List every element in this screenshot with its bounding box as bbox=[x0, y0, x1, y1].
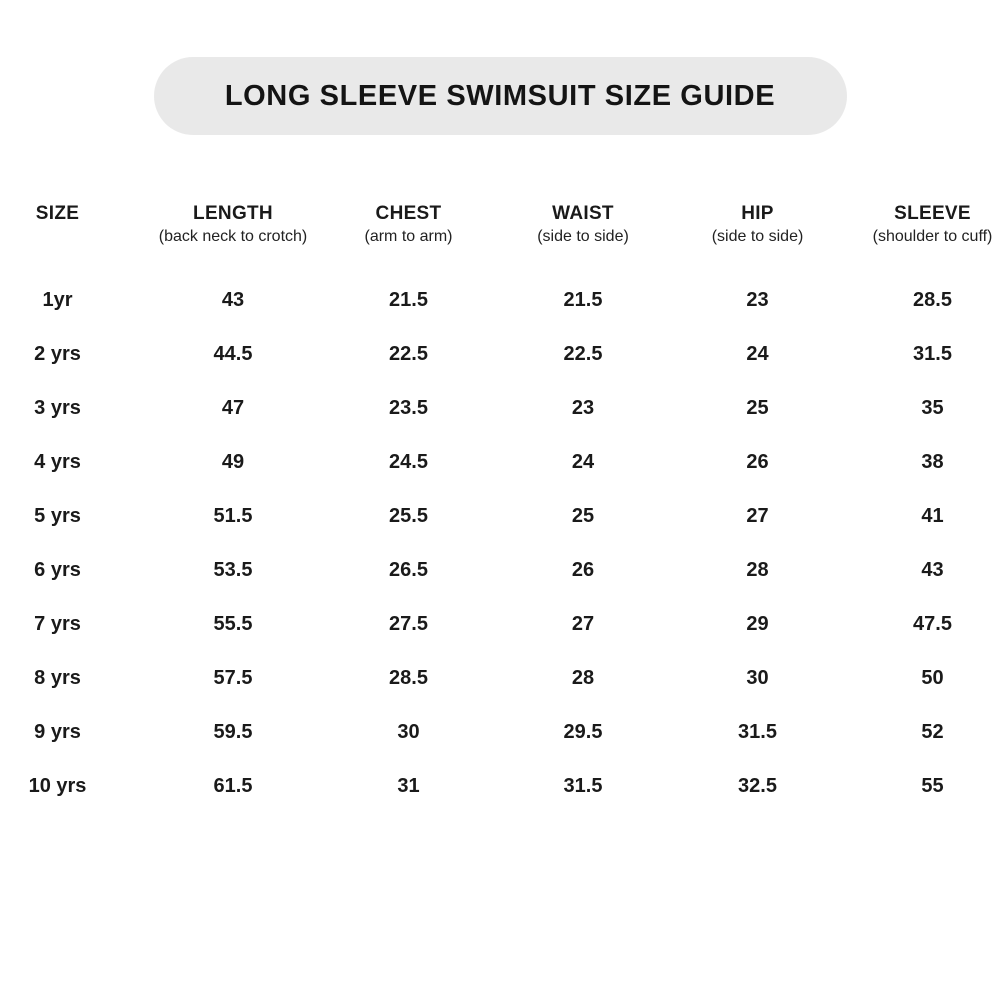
value-cell: 43 bbox=[921, 558, 944, 581]
column-sublabel: (back neck to crotch) bbox=[158, 227, 308, 245]
value-cell: 29.5 bbox=[563, 720, 603, 743]
value-cell: 29 bbox=[746, 612, 769, 635]
value-cell: 30 bbox=[746, 666, 769, 689]
value-cell: 27 bbox=[571, 612, 595, 635]
value-cell: 51.5 bbox=[213, 504, 253, 527]
table-header-row: SIZE LENGTH (back neck to crotch) CHEST (arm… bbox=[0, 203, 1000, 273]
column-label: HIP bbox=[741, 203, 774, 224]
size-cell: 7 yrs bbox=[34, 612, 81, 635]
size-cell: 10 yrs bbox=[28, 774, 87, 797]
value-cell: 28 bbox=[746, 558, 769, 581]
size-cell: 8 yrs bbox=[34, 666, 81, 689]
table-row: 2 yrs 44.5 22.5 22.5 24 31.5 bbox=[0, 327, 1000, 381]
size-cell: 9 yrs bbox=[34, 720, 81, 743]
column-sublabel: (side to side) bbox=[537, 227, 629, 245]
table-row: 4 yrs 49 24.5 24 26 38 bbox=[0, 435, 1000, 489]
column-label: WAIST bbox=[552, 203, 614, 224]
table-row: 1yr 43 21.5 21.5 23 28.5 bbox=[0, 273, 1000, 327]
size-cell: 4 yrs bbox=[34, 450, 81, 473]
value-cell: 43 bbox=[221, 288, 245, 311]
table-body: 1yr 43 21.5 21.5 23 28.5 2 yrs 44.5 22.5 22.5 24 31… bbox=[0, 273, 1000, 813]
table-row: 8 yrs 57.5 28.5 28 30 50 bbox=[0, 651, 1000, 705]
value-cell: 23.5 bbox=[389, 396, 428, 419]
value-cell: 31.5 bbox=[913, 342, 952, 365]
size-cell: 5 yrs bbox=[34, 504, 81, 527]
size-cell: 2 yrs bbox=[34, 342, 81, 365]
size-cell: 1yr bbox=[42, 288, 73, 311]
value-cell: 24 bbox=[571, 450, 595, 473]
value-cell: 38 bbox=[921, 450, 944, 473]
value-cell: 52 bbox=[921, 720, 944, 743]
value-cell: 25.5 bbox=[389, 504, 428, 527]
size-cell: 6 yrs bbox=[34, 558, 81, 581]
column-header-waist: WAIST (side to side) bbox=[496, 203, 670, 246]
value-cell: 31.5 bbox=[563, 774, 603, 797]
table-row: 10 yrs 61.5 31 31.5 32.5 55 bbox=[0, 759, 1000, 813]
column-sublabel: (arm to arm) bbox=[364, 227, 453, 245]
value-cell: 31.5 bbox=[738, 720, 777, 743]
column-label: CHEST bbox=[375, 203, 442, 224]
value-cell: 24 bbox=[746, 342, 769, 365]
value-cell: 41 bbox=[921, 504, 944, 527]
value-cell: 55 bbox=[921, 774, 944, 797]
column-sublabel: (shoulder to cuff) bbox=[872, 227, 993, 245]
value-cell: 47 bbox=[221, 396, 245, 419]
column-sublabel: (side to side) bbox=[711, 227, 804, 245]
value-cell: 22.5 bbox=[563, 342, 603, 365]
value-cell: 55.5 bbox=[213, 612, 253, 635]
value-cell: 49 bbox=[221, 450, 245, 473]
table-row: 5 yrs 51.5 25.5 25 27 41 bbox=[0, 489, 1000, 543]
value-cell: 28.5 bbox=[389, 666, 428, 689]
value-cell: 35 bbox=[921, 396, 944, 419]
value-cell: 44.5 bbox=[213, 342, 253, 365]
value-cell: 25 bbox=[746, 396, 769, 419]
value-cell: 53.5 bbox=[213, 558, 253, 581]
value-cell: 61.5 bbox=[213, 774, 253, 797]
value-cell: 25 bbox=[571, 504, 595, 527]
size-cell: 3 yrs bbox=[34, 396, 81, 419]
column-header-size: SIZE bbox=[0, 203, 145, 225]
value-cell: 28 bbox=[571, 666, 595, 689]
value-cell: 27.5 bbox=[389, 612, 428, 635]
column-header-length: LENGTH (back neck to crotch) bbox=[145, 203, 321, 246]
value-cell: 50 bbox=[921, 666, 944, 689]
value-cell: 22.5 bbox=[389, 342, 428, 365]
value-cell: 32.5 bbox=[738, 774, 777, 797]
page-title: LONG SLEEVE SWIMSUIT SIZE GUIDE bbox=[224, 79, 776, 112]
value-cell: 30 bbox=[397, 720, 420, 743]
title-banner: LONG SLEEVE SWIMSUIT SIZE GUIDE bbox=[153, 57, 847, 135]
table-row: 9 yrs 59.5 30 29.5 31.5 52 bbox=[0, 705, 1000, 759]
value-cell: 24.5 bbox=[389, 450, 428, 473]
value-cell: 59.5 bbox=[213, 720, 253, 743]
table-row: 3 yrs 47 23.5 23 25 35 bbox=[0, 381, 1000, 435]
column-header-sleeve: SLEEVE (shoulder to cuff) bbox=[845, 203, 1000, 246]
value-cell: 21.5 bbox=[389, 288, 428, 311]
column-label: LENGTH bbox=[193, 203, 273, 224]
value-cell: 26 bbox=[571, 558, 595, 581]
column-header-hip: HIP (side to side) bbox=[670, 203, 845, 246]
size-table: SIZE LENGTH (back neck to crotch) CHEST (arm… bbox=[0, 203, 1000, 813]
table-row: 6 yrs 53.5 26.5 26 28 43 bbox=[0, 543, 1000, 597]
value-cell: 31 bbox=[397, 774, 420, 797]
value-cell: 57.5 bbox=[213, 666, 253, 689]
column-header-chest: CHEST (arm to arm) bbox=[321, 203, 496, 246]
column-label: SLEEVE bbox=[894, 203, 971, 224]
column-label: SIZE bbox=[35, 203, 80, 224]
table-row: 7 yrs 55.5 27.5 27 29 47.5 bbox=[0, 597, 1000, 651]
value-cell: 21.5 bbox=[563, 288, 603, 311]
value-cell: 26.5 bbox=[389, 558, 428, 581]
value-cell: 47.5 bbox=[913, 612, 952, 635]
value-cell: 23 bbox=[571, 396, 595, 419]
value-cell: 27 bbox=[746, 504, 769, 527]
value-cell: 26 bbox=[746, 450, 769, 473]
value-cell: 23 bbox=[746, 288, 769, 311]
value-cell: 28.5 bbox=[913, 288, 952, 311]
